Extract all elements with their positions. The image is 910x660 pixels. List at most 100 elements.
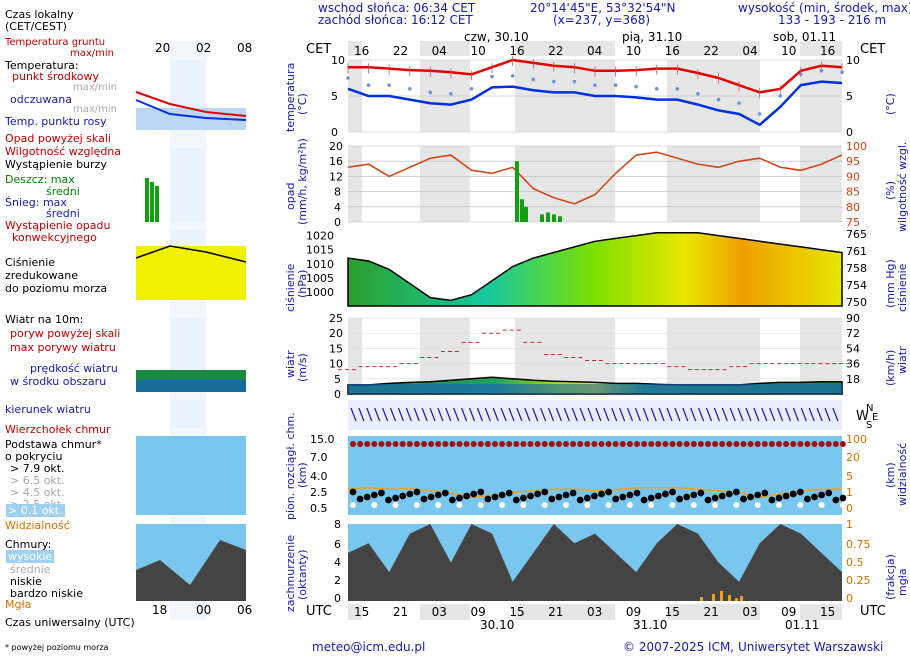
legend-visibility: Widzialność xyxy=(5,519,70,532)
cloud-top-point xyxy=(421,441,427,447)
cloud-base-point-light xyxy=(626,502,633,508)
wind-kmh-tick: 54 xyxy=(846,342,860,355)
cloud-base-point xyxy=(775,494,783,502)
legend-cet-tick: 08 xyxy=(237,41,252,55)
fog-tick: 0.25 xyxy=(846,574,871,587)
felt-temp-point xyxy=(387,83,391,87)
cloud-base-point xyxy=(683,493,691,501)
cloud-base-point xyxy=(413,488,421,496)
cet-tick: 22 xyxy=(704,44,719,58)
cloud-base-point xyxy=(541,488,549,496)
humid-tick: 90 xyxy=(846,170,860,183)
temp-tick-r: 5 xyxy=(846,90,853,103)
cloud-top-point xyxy=(470,441,477,447)
wind-dir-arrow xyxy=(682,407,689,422)
compass-s: S xyxy=(866,420,872,431)
wind-dir-arrow xyxy=(753,407,760,422)
cloud-top-point xyxy=(719,441,726,447)
wind-kmh-tick: 36 xyxy=(846,358,860,371)
legend-wind-speed: prędkość wiatru xyxy=(30,362,118,375)
vis-tick: 1 xyxy=(846,486,853,499)
legend-cloud-base2: o pokryciu xyxy=(5,450,63,463)
cloud-base-point xyxy=(406,490,414,498)
wind-dir-arrow xyxy=(374,407,381,422)
night-shade xyxy=(348,146,362,222)
sunset-text: zachód słońca: 16:12 CET xyxy=(318,13,473,27)
wind-tick: 20 xyxy=(329,327,343,340)
legend-dew-line xyxy=(135,99,247,121)
cloud-base-point xyxy=(356,495,364,503)
night-shade xyxy=(667,318,760,394)
precip-tick: 16 xyxy=(329,155,343,168)
wind-dir-arrow xyxy=(595,407,602,422)
fog-bar xyxy=(700,597,703,601)
felt-temp-point xyxy=(469,87,474,91)
cloud-base-point xyxy=(491,493,499,501)
press-mmhg-tick: 758 xyxy=(846,262,867,275)
cloud-top-point xyxy=(690,441,697,447)
press-mmhg-tick: 750 xyxy=(846,296,867,309)
wind-dir-arrow xyxy=(461,407,468,422)
cloud-top-point xyxy=(428,441,435,447)
wind-dir-arrow xyxy=(800,407,807,422)
cloud-base-point-light xyxy=(499,502,506,508)
legend-cloud-top: Wierzchołek chmur xyxy=(5,423,111,436)
legend-wind-dir: kierunek wiatru xyxy=(5,403,91,416)
legend-pressure-1: Ciśnienie xyxy=(5,256,56,269)
night-shade xyxy=(420,146,470,222)
night-band xyxy=(420,604,470,620)
legend-storm: Wystąpienie burzy xyxy=(5,158,107,171)
precip-tick: 4 xyxy=(334,201,341,214)
precip-tick: 20 xyxy=(329,140,343,153)
cloud-base-point-light xyxy=(839,502,846,508)
legend-cl-vlow: bardzo niskie xyxy=(10,587,83,600)
cloud-base-point xyxy=(591,492,598,500)
wind-dir-arrow xyxy=(634,407,641,422)
compass-e: E xyxy=(872,412,878,423)
fog-bar xyxy=(728,595,731,601)
felt-temp-point xyxy=(346,76,350,80)
cloud-base-point-light xyxy=(413,502,420,508)
pressure-area xyxy=(347,232,843,307)
axis-temp-unit-right: (°C) xyxy=(884,93,897,115)
cloud-base-point xyxy=(598,490,605,498)
rain-bar xyxy=(546,212,550,222)
legend-pressure-3: do poziomu morza xyxy=(5,282,108,295)
press-tick: 1020 xyxy=(306,230,334,243)
wind-dir-arrow xyxy=(421,407,428,422)
cloud-base-point xyxy=(640,496,648,504)
rain-bar xyxy=(524,206,528,222)
humid-tick: 75 xyxy=(846,216,860,229)
cloud-top-point xyxy=(350,441,356,447)
wind-dir-arrow xyxy=(721,407,728,422)
cet-tick: 04 xyxy=(742,44,757,58)
felt-temp-point xyxy=(840,70,844,75)
wind-dir-arrow xyxy=(382,407,389,422)
utc-day-2: 31.10 xyxy=(633,618,668,632)
press-mmhg-tick: 761 xyxy=(846,245,867,258)
wind-dir-arrow xyxy=(508,407,515,422)
cloud-top-point xyxy=(797,441,804,447)
felt-temp-point xyxy=(593,83,597,87)
legend-utc-tick: 06 xyxy=(237,603,252,617)
night-band xyxy=(800,41,842,56)
wind-dir-arrow xyxy=(650,407,657,422)
cloud-base-point xyxy=(456,494,463,502)
footer-email[interactable]: meteo@icm.edu.pl xyxy=(312,640,426,654)
press-tick: 1015 xyxy=(306,244,334,257)
legend-rain-max: Deszcz: max xyxy=(5,173,75,186)
wind-dir-arrow xyxy=(658,407,665,422)
legend-temp-line xyxy=(135,91,247,117)
cloud-top-point xyxy=(733,441,740,447)
legend-convective2: konwekcyjnego xyxy=(12,231,97,244)
cloud-base-point xyxy=(449,496,456,504)
cloud-base-point xyxy=(626,491,634,499)
utc-tick: 09 xyxy=(781,605,796,619)
fog-bar xyxy=(720,591,723,601)
legend-cloud-sky xyxy=(136,436,246,515)
cloud-base-point-light xyxy=(690,502,697,508)
cloud-top-point xyxy=(768,441,775,447)
utc-tick: 15 xyxy=(354,605,369,619)
cloud-top-point xyxy=(527,441,534,447)
legend-rain-bar xyxy=(145,178,149,222)
